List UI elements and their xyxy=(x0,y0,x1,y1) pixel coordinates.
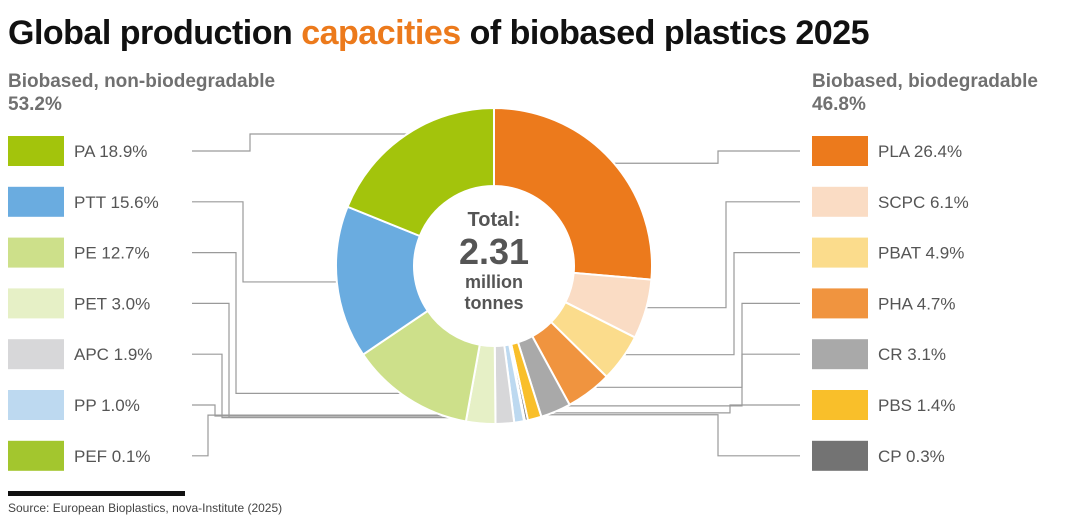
legend: PA 18.9% PTT 15.6% PE 12.7% PET 3.0% APC 1.9… xyxy=(8,136,969,471)
legend-swatch-cp xyxy=(812,440,868,471)
leader-line-pe xyxy=(192,252,412,394)
legend-swatch-pha xyxy=(812,288,868,319)
leader-lines xyxy=(192,133,800,457)
legend-label-pet: PET 3.0% xyxy=(74,294,150,313)
legend-label-pbs: PBS 1.4% xyxy=(878,396,956,415)
leader-line-pef xyxy=(192,414,524,457)
right-group-heading: Biobased, biodegradable 46.8% xyxy=(812,70,1038,116)
leader-line-pp xyxy=(192,404,519,417)
legend-label-pla: PLA 26.4% xyxy=(878,142,962,161)
total-caption: Total: xyxy=(467,209,521,231)
legend-swatch-pbs xyxy=(812,390,868,420)
leader-line-pha xyxy=(585,302,800,388)
left-group-share: 53.2% xyxy=(8,94,62,115)
leader-line-pa xyxy=(192,133,410,152)
legend-swatch-apc xyxy=(8,339,64,370)
leader-line-scpc xyxy=(640,201,800,309)
legend-label-pef: PEF 0.1% xyxy=(74,447,151,466)
legend-swatch-pa xyxy=(8,136,64,166)
donut-slices xyxy=(335,106,653,426)
leader-line-cp xyxy=(525,414,800,457)
total-unit-line-1: million xyxy=(465,272,523,292)
legend-label-pe: PE 12.7% xyxy=(74,244,150,263)
right-group-share: 46.8% xyxy=(812,94,866,115)
leader-line-apc xyxy=(192,353,505,419)
leader-line-pla xyxy=(606,150,800,164)
chart-title: Global production capacities of biobased… xyxy=(8,14,870,53)
legend-swatch-cr xyxy=(812,339,868,370)
legend-swatch-scpc xyxy=(812,186,868,217)
source-rule xyxy=(8,491,185,496)
right-group-label: Biobased, biodegradable xyxy=(812,71,1038,92)
legend-label-pbat: PBAT 4.9% xyxy=(878,244,964,263)
total-label: Total: 2.31 million tonnes xyxy=(414,208,574,314)
leader-line-cr xyxy=(553,353,800,407)
legend-swatch-pe xyxy=(8,237,64,268)
slice-pa xyxy=(346,106,495,238)
leader-line-ptt xyxy=(192,201,343,283)
legend-label-apc: APC 1.9% xyxy=(74,345,152,364)
legend-label-cr: CR 3.1% xyxy=(878,345,946,364)
legend-swatch-pet xyxy=(8,288,64,319)
left-group-label: Biobased, non-biodegradable xyxy=(8,71,276,92)
left-group-heading: Biobased, non-biodegradable 53.2% xyxy=(8,70,275,116)
slice-pla xyxy=(493,106,653,281)
title-part-2: of biobased plastics 2025 xyxy=(460,14,870,52)
legend-swatch-pp xyxy=(8,390,64,420)
legend-swatch-pef xyxy=(8,440,64,471)
total-unit-line-2: tonnes xyxy=(464,293,524,313)
legend-label-ptt: PTT 15.6% xyxy=(74,193,159,212)
total-value: 2.31 xyxy=(458,231,530,272)
source-note: Source: European Bioplastics, nova-Insti… xyxy=(8,501,283,515)
legend-label-pp: PP 1.0% xyxy=(74,396,140,415)
legend-swatch-pbat xyxy=(812,237,868,268)
title-highlight: capacities xyxy=(301,14,461,52)
legend-swatch-pla xyxy=(812,136,868,166)
title-part-1: Global production xyxy=(8,14,302,52)
legend-swatch-ptt xyxy=(8,186,64,217)
legend-label-pha: PHA 4.7% xyxy=(878,294,956,313)
legend-label-pa: PA 18.9% xyxy=(74,142,147,161)
legend-label-scpc: SCPC 6.1% xyxy=(878,193,969,212)
leader-line-pbs xyxy=(533,404,800,414)
legend-label-cp: CP 0.3% xyxy=(878,447,945,466)
leader-line-pbat xyxy=(617,252,800,356)
